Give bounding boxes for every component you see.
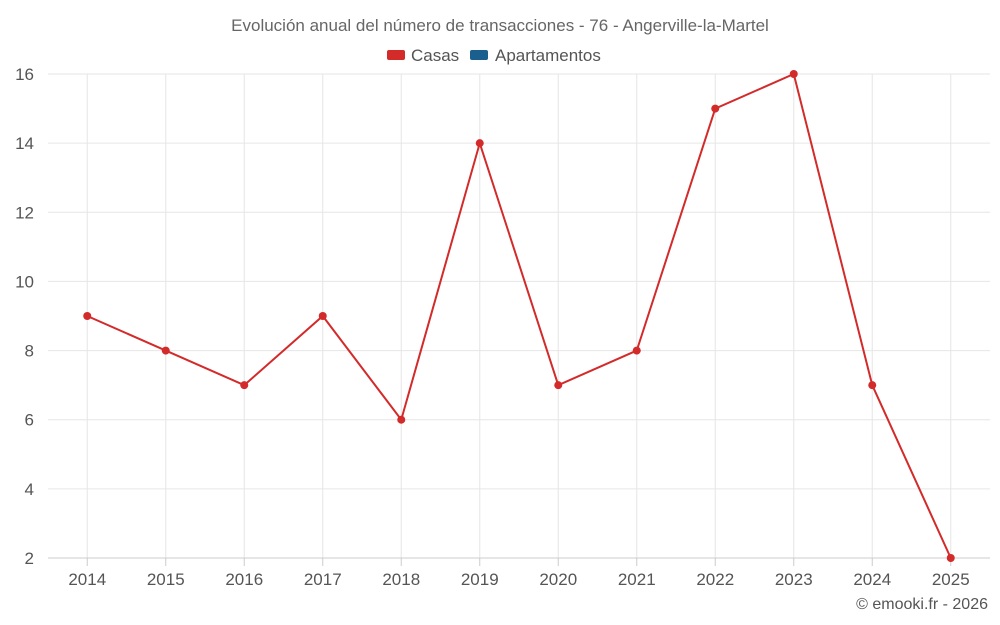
x-tick-label: 2018 — [382, 570, 420, 589]
y-tick-label: 8 — [25, 342, 34, 361]
x-tick-label: 2016 — [225, 570, 263, 589]
y-axis-ticks: 2 4 6 8 10 12 14 16 — [15, 65, 34, 568]
x-tick-label: 2020 — [539, 570, 577, 589]
series-line — [86, 72, 952, 559]
chart-title: Evolución anual del número de transaccio… — [231, 16, 769, 35]
y-tick-label: 12 — [15, 203, 34, 222]
series-casas — [83, 70, 955, 562]
y-tick-label: 2 — [25, 549, 34, 568]
y-tick-label: 6 — [25, 411, 34, 430]
credit-text: © emooki.fr - 2026 — [856, 596, 988, 613]
legend-swatch-apartamentos — [470, 50, 488, 60]
legend-label-casas: Casas — [411, 46, 459, 65]
data-point[interactable] — [632, 346, 641, 355]
x-tick-label: 2025 — [932, 570, 970, 589]
y-tick-label: 4 — [25, 480, 34, 499]
x-tick-label: 2015 — [147, 570, 185, 589]
legend-item-apartamentos[interactable]: Apartamentos — [470, 46, 601, 65]
data-point[interactable] — [711, 104, 720, 113]
legend-swatch-casas — [387, 50, 405, 60]
series — [83, 70, 955, 562]
data-point[interactable] — [789, 70, 798, 78]
data-point[interactable] — [318, 312, 327, 320]
x-tick-label: 2017 — [304, 570, 342, 589]
legend-label-apartamentos: Apartamentos — [495, 46, 601, 65]
x-tick-label: 2022 — [696, 570, 734, 589]
data-point[interactable] — [83, 312, 92, 320]
legend-item-casas[interactable]: Casas — [387, 46, 459, 65]
data-point[interactable] — [946, 554, 955, 562]
y-tick-label: 10 — [15, 272, 34, 291]
data-point[interactable] — [868, 381, 877, 390]
axes — [48, 557, 990, 566]
x-tick-label: 2019 — [461, 570, 499, 589]
x-tick-label: 2021 — [618, 570, 656, 589]
data-point[interactable] — [161, 346, 170, 355]
y-tick-label: 14 — [15, 134, 34, 153]
x-tick-label: 2014 — [68, 570, 106, 589]
data-point[interactable] — [475, 139, 484, 148]
x-tick-label: 2023 — [775, 570, 813, 589]
legend: Casas Apartamentos — [387, 46, 601, 65]
data-point[interactable] — [240, 381, 249, 390]
x-tick-label: 2024 — [853, 570, 891, 589]
y-tick-label: 16 — [15, 65, 34, 84]
data-point[interactable] — [397, 415, 406, 424]
gridlines — [48, 73, 990, 558]
data-point[interactable] — [554, 381, 563, 390]
x-axis-ticks: 2014 2015 2016 2017 2018 2019 2020 2021 2022 2023… — [68, 570, 969, 589]
